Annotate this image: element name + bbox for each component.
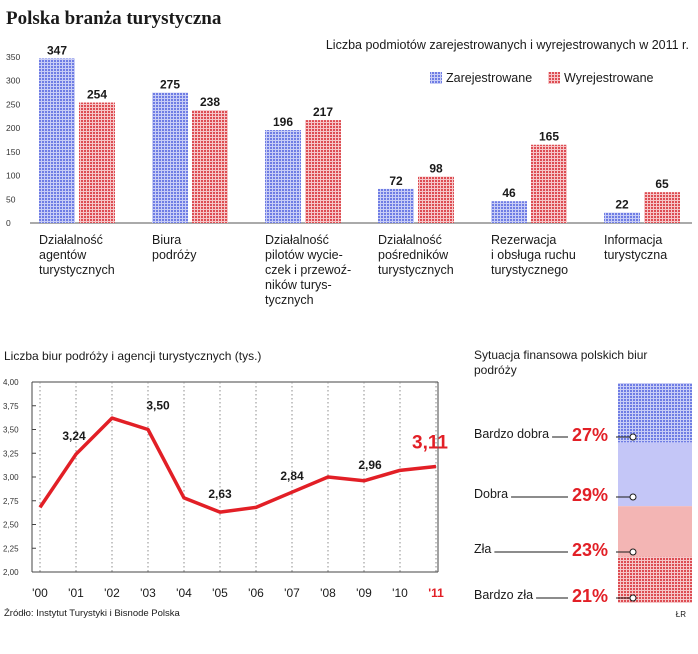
line-x-tick-label: '11: [428, 586, 444, 600]
bar-value-label: 22: [615, 198, 629, 212]
bar-deregistered: [644, 192, 680, 223]
line-x-tick-label: '00: [32, 586, 48, 600]
bar-deregistered: [418, 176, 454, 223]
bar-value-label: 165: [539, 130, 559, 144]
line-x-tick-label: '02: [104, 586, 120, 600]
bar-registered: [152, 92, 188, 223]
bar-y-tick-label: 350: [6, 52, 20, 62]
line-x-tick-label: '10: [392, 586, 408, 600]
bar-registered: [491, 201, 527, 223]
line-y-tick-label: 3,75: [3, 402, 19, 411]
line-x-tick-label: '06: [248, 586, 264, 600]
bar-category-label: Działalność agentów turystycznych: [39, 233, 115, 277]
bar-y-tick-label: 50: [6, 194, 16, 204]
source-note: Źródło: Instytut Turystyki i Bisnode Pol…: [4, 608, 180, 619]
line-y-tick-label: 4,00: [3, 378, 19, 387]
line-data-label: 3,11: [412, 433, 448, 454]
line-y-tick-label: 2,00: [3, 568, 19, 577]
legend-label: Zarejestrowane: [446, 71, 532, 85]
finance-marker: [629, 594, 637, 602]
bar-deregistered: [192, 110, 228, 223]
bar-registered: [265, 130, 301, 223]
bar-y-tick-label: 250: [6, 99, 20, 109]
bar-y-tick-label: 100: [6, 171, 20, 181]
bar-category-label: Informacja turystyczna: [604, 233, 667, 262]
bar-value-label: 254: [87, 88, 107, 102]
line-x-tick-label: '04: [176, 586, 192, 600]
legend-swatch-deregistered: [548, 72, 560, 84]
bar-value-label: 65: [655, 177, 669, 191]
bar-chart-title: Liczba podmiotów zarejestrowanych i wyre…: [325, 38, 689, 52]
bar-registered: [604, 212, 640, 223]
finance-category-label: Bardzo dobra: [474, 427, 549, 441]
line-x-tick-label: '05: [212, 586, 228, 600]
bar-value-label: 347: [47, 43, 67, 57]
bar-y-tick-label: 300: [6, 76, 20, 86]
bar-registered: [39, 58, 75, 224]
finance-value-label: 23%: [572, 540, 608, 560]
page-title: Polska branża turystyczna: [6, 8, 222, 29]
legend-label: Wyrejestrowane: [564, 71, 654, 85]
bar-value-label: 275: [160, 78, 180, 92]
line-y-tick-label: 3,00: [3, 473, 19, 482]
finance-category-label: Bardzo zła: [474, 588, 533, 602]
line-data-label: 2,84: [280, 469, 304, 483]
line-x-tick-label: '08: [320, 586, 336, 600]
bar-category-label: Działalność pośredników turystycznych: [378, 233, 454, 277]
finance-marker: [629, 493, 637, 501]
line-y-tick-label: 3,25: [3, 449, 19, 458]
bar-value-label: 196: [273, 115, 293, 129]
bar-registered: [378, 188, 414, 223]
line-y-tick-label: 2,50: [3, 521, 19, 530]
line-data-label: 3,50: [146, 399, 170, 413]
line-y-tick-label: 3,50: [3, 426, 19, 435]
bar-y-tick-label: 0: [6, 218, 11, 228]
line-data-label: 2,63: [208, 487, 232, 501]
finance-category-label: Zła: [474, 542, 491, 556]
bar-category-label: Rezerwacja i obsługa ruchu turystycznego: [491, 233, 576, 277]
bar-value-label: 98: [429, 162, 443, 176]
finance-value-label: 27%: [572, 425, 608, 445]
bar-value-label: 217: [313, 105, 333, 119]
bar-deregistered: [79, 102, 115, 223]
finance-category-label: Dobra: [474, 487, 508, 501]
finance-value-label: 21%: [572, 586, 608, 606]
bar-y-tick-label: 150: [6, 147, 20, 157]
line-x-tick-label: '07: [284, 586, 300, 600]
bar-value-label: 238: [200, 95, 220, 109]
bar-deregistered: [531, 144, 567, 223]
line-data-label: 3,24: [62, 429, 86, 443]
line-y-tick-label: 2,75: [3, 497, 19, 506]
line-data-label: 2,96: [358, 458, 382, 472]
line-x-tick-label: '03: [140, 586, 156, 600]
bar-y-tick-label: 200: [6, 123, 20, 133]
finance-segment: [618, 506, 692, 557]
bar-category-label: Działalność pilotów wycie-czek i przewoź-…: [265, 233, 351, 307]
line-series-path: [38, 416, 437, 514]
line-x-tick-label: '09: [356, 586, 372, 600]
legend-swatch-registered: [430, 72, 442, 84]
finance-marker: [629, 548, 637, 556]
bar-value-label: 72: [389, 174, 403, 188]
bar-category-label: Biura podróży: [152, 233, 197, 262]
author-credit: ŁR: [675, 610, 686, 619]
bar-value-label: 46: [502, 186, 516, 200]
finance-chart-title: Sytuacja finansowa polskich biur podróży: [474, 348, 648, 377]
bar-deregistered: [305, 120, 341, 223]
finance-segment: [618, 556, 692, 603]
line-x-tick-label: '01: [68, 586, 84, 600]
line-y-tick-label: 2,25: [3, 544, 19, 553]
finance-segment: [618, 383, 692, 443]
line-chart-title: Liczba biur podróży i agencji turystyczn…: [4, 349, 262, 363]
finance-value-label: 29%: [572, 485, 608, 505]
finance-marker: [629, 433, 637, 441]
